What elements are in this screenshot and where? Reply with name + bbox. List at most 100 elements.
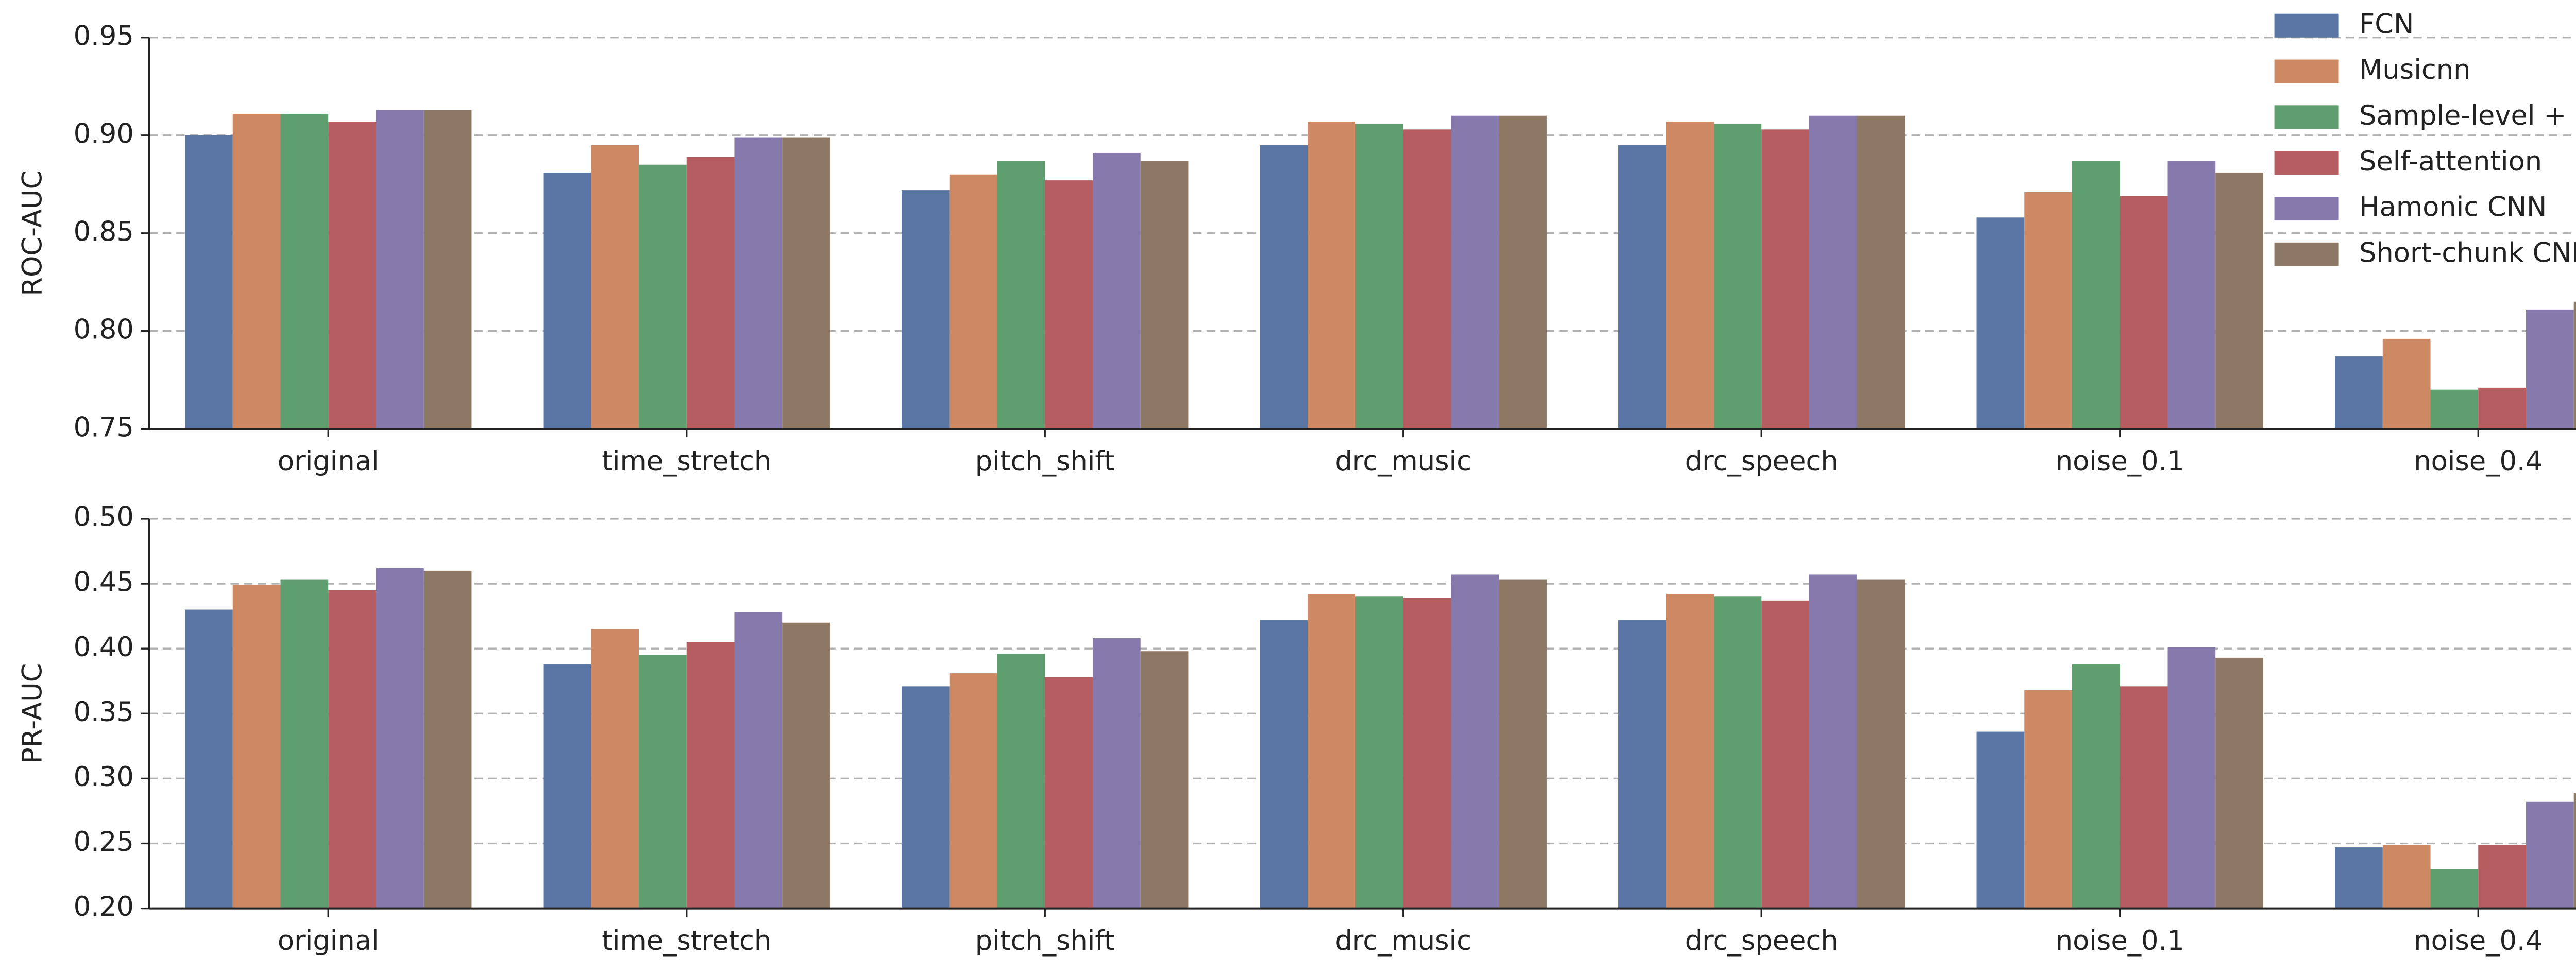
bar [1045,677,1093,909]
bar [1761,600,1809,909]
y-tick-label: 0.50 [74,502,134,533]
x-tick-label: pitch_shift [975,925,1115,957]
bar [2478,845,2526,909]
bar [1976,731,2025,909]
x-tick-label: original [278,446,379,477]
bar [2120,196,2168,429]
legend-swatch [2274,59,2339,83]
x-tick-label: noise_0.1 [2056,446,2184,477]
bar [1451,574,1499,909]
bar [1499,579,1547,909]
bar [543,172,591,429]
bar [232,113,281,429]
y-tick-label: 0.90 [74,118,134,149]
bar [2167,647,2216,909]
bar [949,673,997,909]
x-tick-label: time_stretch [602,446,771,477]
bar [1092,638,1141,909]
bar [2024,192,2073,429]
bar [1451,115,1499,429]
bar [1499,115,1547,429]
bar [423,570,472,909]
y-tick-label: 0.35 [74,696,134,728]
legend-swatch [2274,13,2339,38]
x-tick-label: noise_0.4 [2414,925,2543,957]
bar [902,686,950,909]
bar [2167,161,2216,429]
y-axis-label: ROC-AUC [16,170,48,296]
x-tick-label: noise_0.1 [2056,925,2184,957]
bar [1714,596,1762,909]
bar [2526,309,2574,429]
bar [2335,847,2383,909]
legend-label: Sample-level + SE [2359,100,2576,131]
bar [734,137,783,429]
bar [1618,145,1666,429]
bar [185,135,233,429]
bar [591,145,639,429]
bar [1761,129,1809,429]
bar [543,664,591,909]
bar [997,654,1045,909]
x-tick-label: original [278,925,379,957]
bar [2024,690,2073,909]
y-tick-label: 0.85 [74,216,134,247]
bar [2072,161,2120,429]
legend-swatch [2274,242,2339,266]
bar [1857,579,1905,909]
bar [639,164,687,429]
bar [734,612,783,909]
bar [1092,152,1141,429]
bar [949,174,997,429]
legend-swatch [2274,151,2339,175]
bar [1809,574,1857,909]
y-tick-label: 0.20 [74,891,134,923]
bar [328,590,376,909]
bar [782,137,830,429]
bar [686,642,735,909]
bar [2430,389,2479,429]
bar [1809,115,1857,429]
bar [1403,129,1451,429]
bar [902,190,950,429]
x-tick-label: time_stretch [602,925,771,957]
bar [2335,356,2383,429]
bar [2478,387,2526,429]
y-tick-label: 0.30 [74,761,134,793]
bar [1140,651,1189,909]
legend-label: Musicnn [2359,54,2470,86]
bar [2382,845,2431,909]
bar [1045,180,1093,429]
legend-label: Self-attention [2359,146,2542,177]
bar [2215,172,2263,429]
bar [1666,594,1714,909]
bar [1666,122,1714,429]
legend-label: FCN [2359,8,2414,40]
bar [1308,594,1356,909]
bar [591,629,639,909]
bar [2573,793,2576,909]
y-axis-label: PR-AUC [16,663,48,764]
legend-swatch [2274,196,2339,221]
y-tick-label: 0.25 [74,826,134,858]
bar [280,113,329,429]
bar [1260,620,1308,909]
bar [2120,686,2168,909]
bar [2526,801,2574,909]
bar [280,579,329,909]
bar [2430,869,2479,909]
x-tick-label: drc_music [1335,925,1471,957]
bar [423,110,472,429]
legend-label: Hamonic CNN [2359,192,2547,223]
x-tick-label: drc_speech [1685,446,1838,477]
bar [639,655,687,909]
y-tick-label: 0.75 [74,412,134,443]
bar [1140,161,1189,429]
x-tick-label: pitch_shift [975,446,1115,477]
y-tick-label: 0.95 [74,20,134,52]
x-tick-label: drc_music [1335,446,1471,477]
bar [1260,145,1308,429]
legend-label: Short-chunk CNN [2359,237,2576,268]
bar [1403,598,1451,909]
